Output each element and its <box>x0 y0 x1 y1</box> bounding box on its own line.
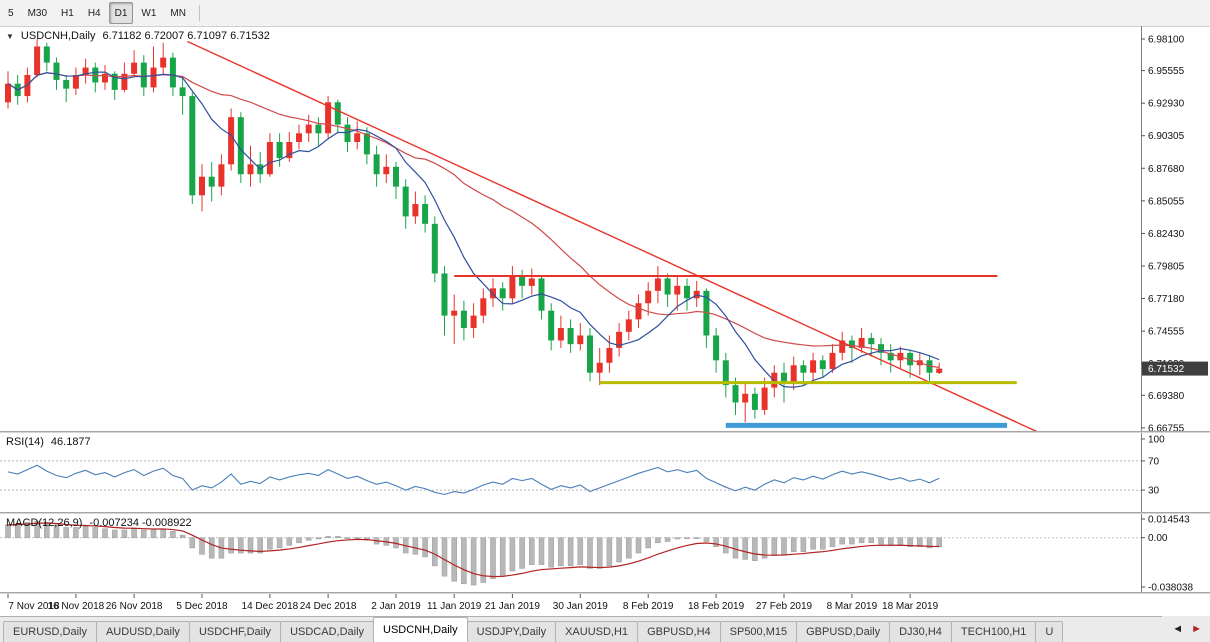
time-axis-label: 21 Jan 2019 <box>485 601 540 612</box>
chart-tab-gbpusd-daily[interactable]: GBPUSD,Daily <box>796 621 891 642</box>
price-axis: 6.98100 6.95555 6.92930 6.90305 6.87680 6.850… <box>1141 26 1185 431</box>
chart-tab-u[interactable]: U <box>1035 621 1064 642</box>
macd-indicator-name: MACD(12,26,9) <box>6 517 83 529</box>
timeframe-button-w1[interactable]: W1 <box>141 7 157 19</box>
tabs-scroll-right-button[interactable]: ► <box>1191 622 1202 635</box>
descending-trendline[interactable] <box>187 40 1041 431</box>
price-axis-label: 6.95555 <box>1148 66 1185 77</box>
time-axis-label: 26 Nov 2018 <box>106 601 163 612</box>
panel-splitter[interactable] <box>0 431 1210 433</box>
time-axis-label: 8 Feb 2019 <box>623 601 674 612</box>
rsi-panel-label: RSI(14) 46.1877 <box>6 436 91 448</box>
price-axis-label: 6.87680 <box>1148 164 1185 175</box>
rsi-axis-label: 70 <box>1148 456 1160 467</box>
price-axis-label: 6.77180 <box>1148 294 1185 305</box>
chart-tab-sp500-m15[interactable]: SP500,M15 <box>719 621 798 642</box>
time-axis-label: 2 Jan 2019 <box>371 601 421 612</box>
chart-tab-audusd-daily[interactable]: AUDUSD,Daily <box>95 621 190 642</box>
time-axis-label: 8 Mar 2019 <box>827 601 878 612</box>
time-axis-label: 16 Nov 2018 <box>48 601 105 612</box>
chart-symbol-label: USDCNH,Daily <box>20 30 96 42</box>
chart-tab-dj30-h4[interactable]: DJ30,H4 <box>889 621 952 642</box>
timeframe-button-5[interactable]: 5 <box>8 7 14 19</box>
timeframe-button-m30[interactable]: M30 <box>27 7 48 19</box>
rsi-axis-label: 30 <box>1148 486 1160 497</box>
chart-tab-gbpusd-h4[interactable]: GBPUSD,H4 <box>637 621 721 642</box>
chart-tab-tech100-h1[interactable]: TECH100,H1 <box>950 621 1037 642</box>
rsi-value: 46.1877 <box>50 436 91 448</box>
chart-tab-eurusd-daily[interactable]: EURUSD,Daily <box>3 621 97 642</box>
chart-tab-usdchf-daily[interactable]: USDCHF,Daily <box>188 621 282 642</box>
rsi-indicator-name: RSI(14) <box>6 436 44 448</box>
price-axis-label: 6.74555 <box>1148 327 1185 338</box>
time-axis-label: 14 Dec 2018 <box>242 601 299 612</box>
macd-histogram <box>5 520 942 586</box>
time-axis-label: 11 Jan 2019 <box>427 601 482 612</box>
panel-splitter[interactable] <box>0 592 1210 594</box>
candlestick-series <box>5 39 943 423</box>
macd-panel-label: MACD(12,26,9) -0.007234 -0.008922 <box>6 517 192 529</box>
panel-splitter[interactable] <box>0 512 1210 514</box>
timeframe-button-h4[interactable]: H4 <box>87 7 101 19</box>
price-axis-label: 6.90305 <box>1148 131 1185 142</box>
time-axis-label: 18 Mar 2019 <box>882 601 939 612</box>
tabs-scroll-left-button[interactable]: ◄ <box>1172 622 1184 635</box>
price-axis-label: 6.85055 <box>1148 196 1185 207</box>
rsi-axis-label: 100 <box>1148 435 1165 446</box>
timeframe-toolbar: 5 M30 H1 H4 D1 W1 MN <box>0 0 1210 27</box>
ma-fast-line <box>7 71 940 388</box>
chart-tab-usdcnh-daily[interactable]: USDCNH,Daily <box>373 617 468 642</box>
price-axis-label: 6.66755 <box>1148 423 1185 431</box>
toolbar-separator <box>198 5 200 21</box>
collapse-icon[interactable]: ▼ <box>6 31 14 41</box>
chart-tab-xauusd-h1[interactable]: XAUUSD,H1 <box>555 621 639 642</box>
time-axis-label: 30 Jan 2019 <box>553 601 608 612</box>
price-axis-label: 6.79805 <box>1148 261 1185 272</box>
macd-signal-line <box>7 522 940 578</box>
chart-tab-usdjpy-daily[interactable]: USDJPY,Daily <box>466 621 557 642</box>
current-price-badge-value: 6.71532 <box>1148 364 1185 375</box>
timeframe-button-mn[interactable]: MN <box>170 7 186 19</box>
time-axis-label: 24 Dec 2018 <box>300 601 357 612</box>
tab-scroll-controls: ◄ ► <box>1162 616 1210 641</box>
current-price-badge <box>1142 361 1208 376</box>
price-axis-label: 6.82430 <box>1148 229 1185 240</box>
timeframe-button-d1[interactable]: D1 <box>108 2 134 24</box>
rsi-panel-canvas[interactable]: 100 70 30 <box>0 433 1210 512</box>
chart-tabs: EURUSD,Daily AUDUSD,Daily USDCHF,Daily USDC… <box>3 617 1064 642</box>
macd-values: -0.007234 -0.008922 <box>89 517 192 529</box>
time-axis-label: 7 Nov 2018 <box>8 601 60 612</box>
price-chart-canvas[interactable]: 6.98100 6.95555 6.92930 6.90305 6.87680 6.850… <box>0 26 1210 431</box>
chart-tabs-bar: EURUSD,Daily AUDUSD,Daily USDCHF,Daily USDC… <box>0 616 1210 642</box>
macd-axis-label: -0.038038 <box>1148 583 1193 593</box>
price-axis-label: 6.69380 <box>1148 391 1185 402</box>
time-axis-label: 18 Feb 2019 <box>688 601 745 612</box>
rsi-line <box>7 464 940 496</box>
macd-panel-canvas[interactable]: 0.014543 0.00 -0.038038 <box>0 514 1210 592</box>
chart-tab-usdcad-daily[interactable]: USDCAD,Daily <box>280 621 375 642</box>
chart-ohlc-values: 6.71182 6.72007 6.71097 6.71532 <box>102 30 270 42</box>
time-axis-label: 27 Feb 2019 <box>756 601 813 612</box>
macd-axis-label: 0.00 <box>1148 533 1168 544</box>
timeframe-button-h1[interactable]: H1 <box>61 7 74 19</box>
chart-header: ▼ USDCNH,Daily 6.71182 6.72007 6.71097 6… <box>6 30 270 42</box>
time-axis-label: 5 Dec 2018 <box>176 601 228 612</box>
macd-axis-label: 0.014543 <box>1148 515 1190 526</box>
price-axis-label: 6.98100 <box>1148 35 1185 46</box>
price-axis-label: 6.92930 <box>1148 99 1185 110</box>
